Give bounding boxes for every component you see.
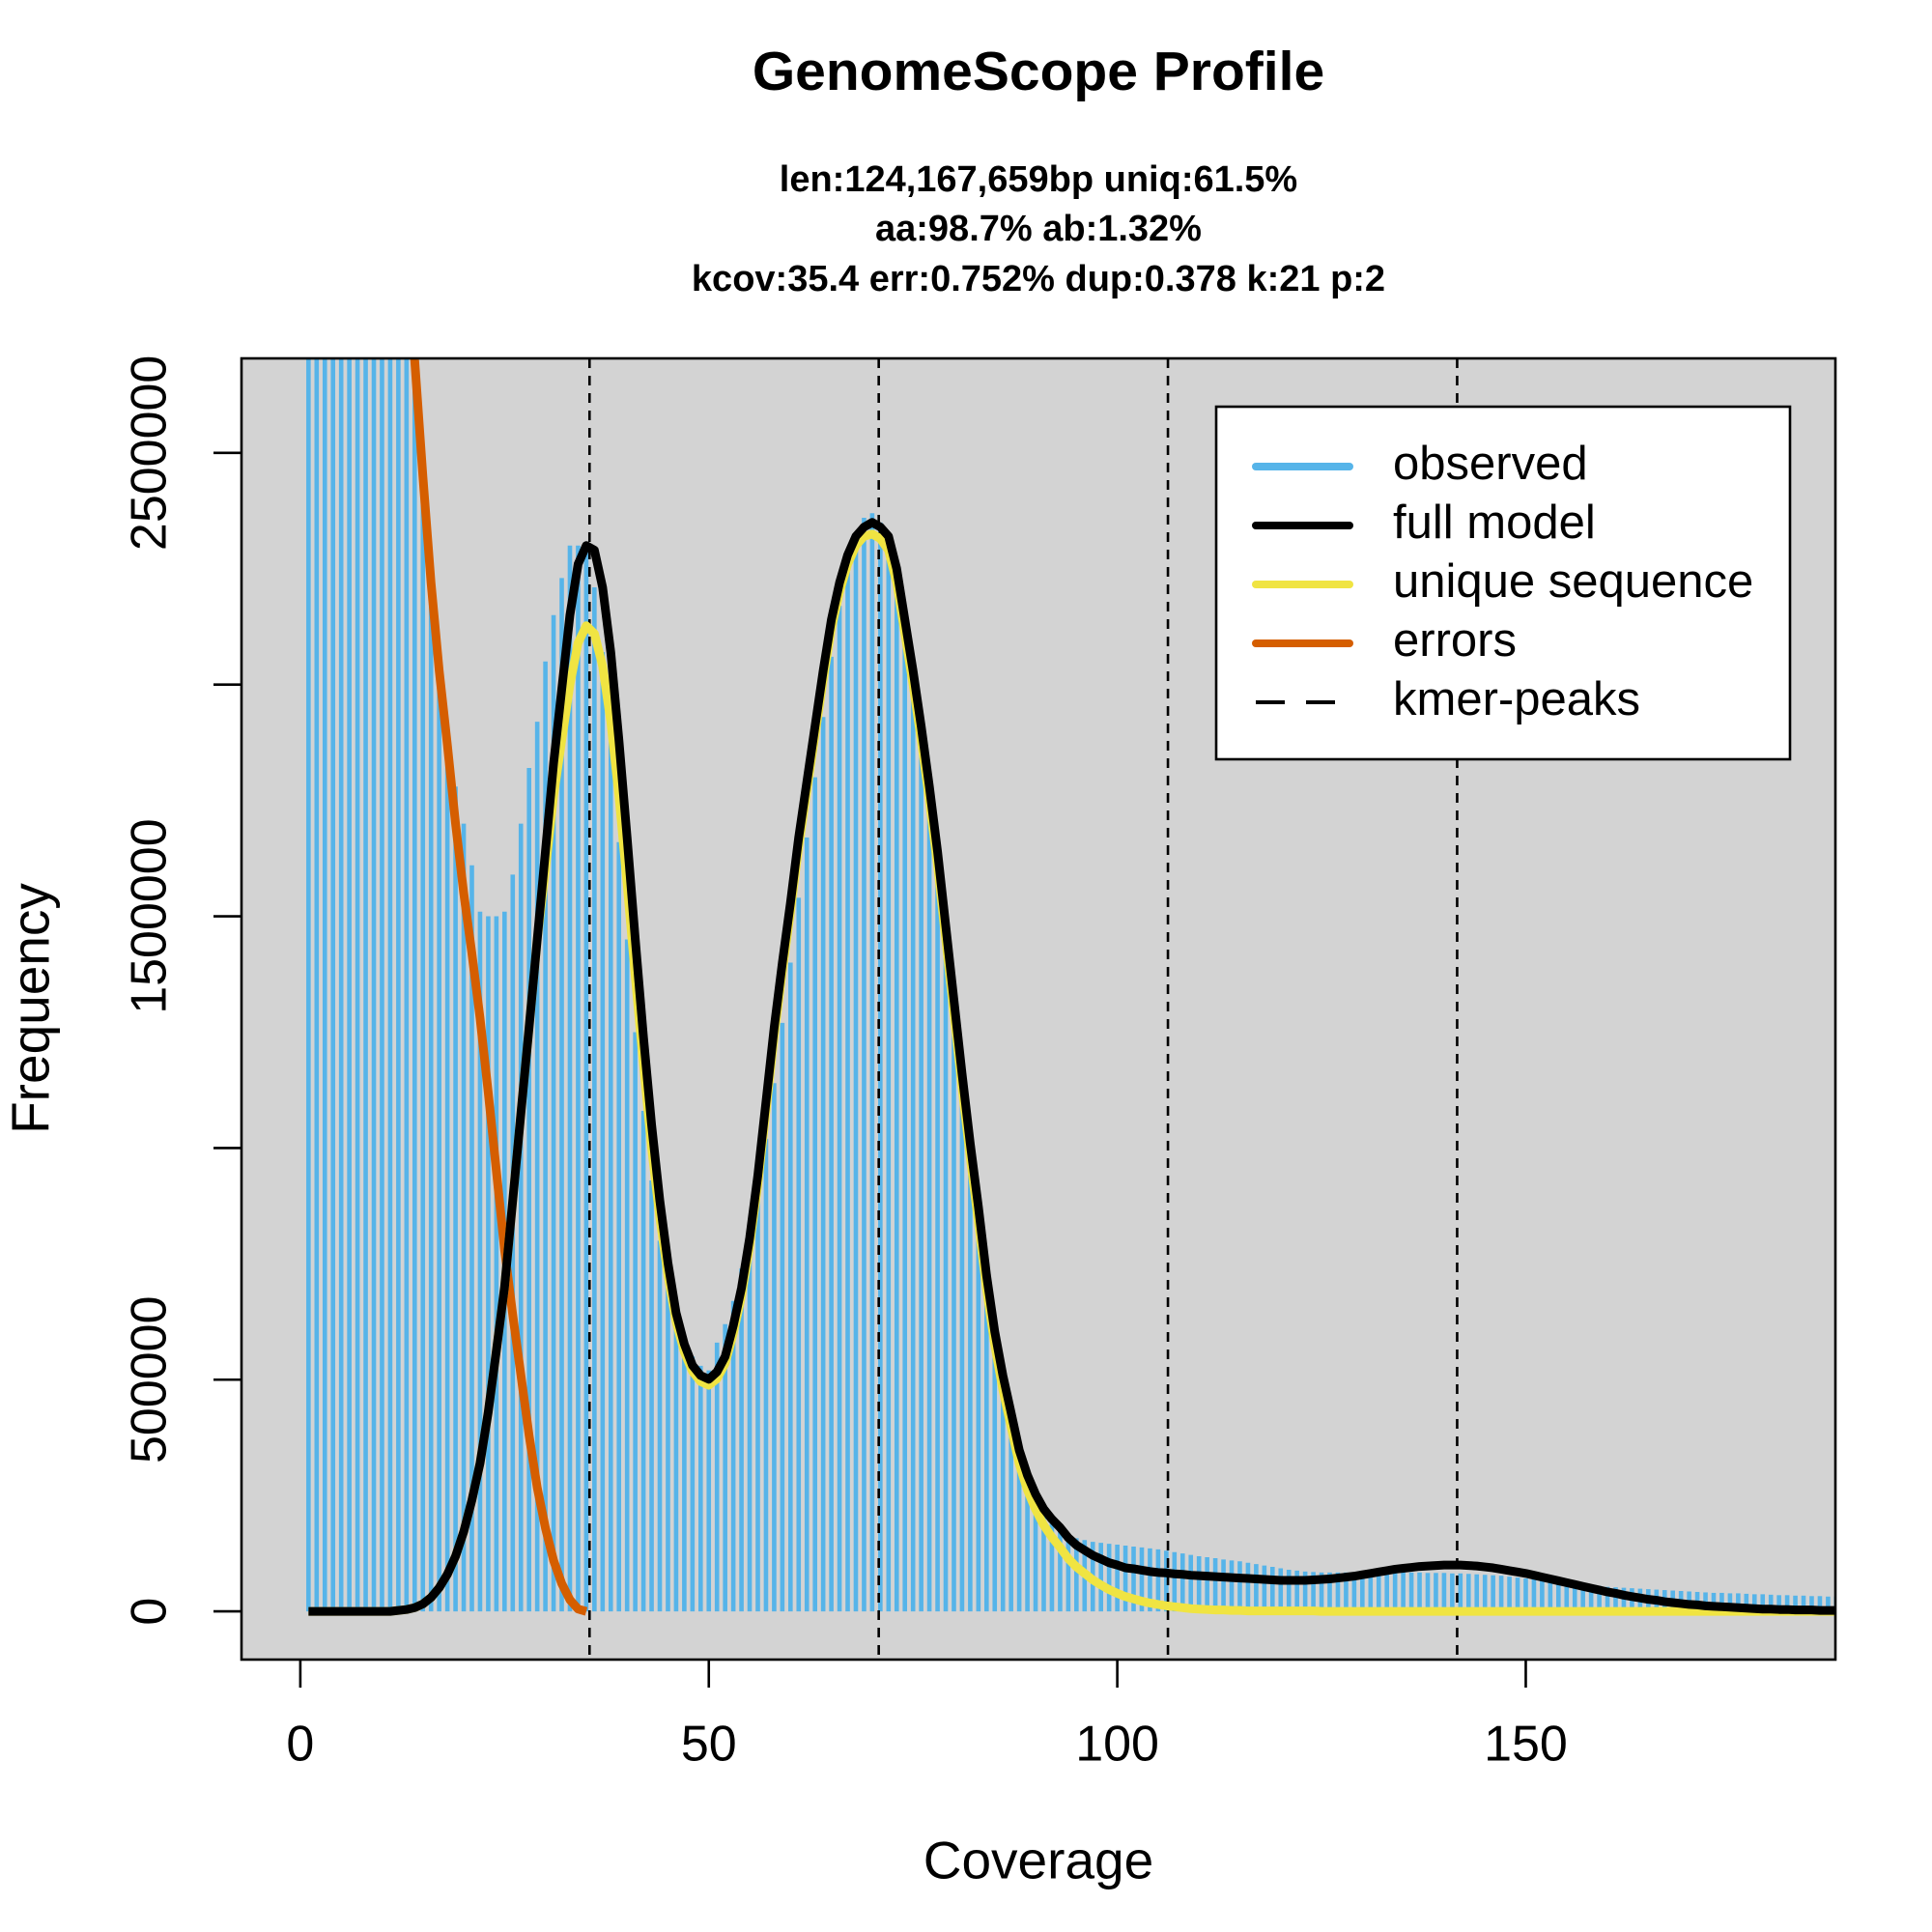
model-line [410, 358, 588, 1616]
y-tick-label: 1500000 [122, 818, 178, 1013]
plot-area [306, 358, 1835, 1660]
subtitle: aa:98.7% ab:1.32% [875, 209, 1202, 249]
legend-label: errors [1393, 614, 1517, 667]
y-tick-label: 500000 [122, 1295, 178, 1463]
y-axis-label: Frequency [1, 883, 61, 1134]
y-tick-label: 0 [122, 1598, 178, 1626]
plot-frame [240, 356, 1837, 1662]
y-tick-label: 2500000 [122, 355, 178, 551]
model-line [308, 529, 1835, 1616]
x-axis-label: Coverage [923, 1831, 1153, 1890]
chart-title: GenomeScope Profile [753, 41, 1324, 102]
subtitle: len:124,167,659bp uniq:61.5% [780, 159, 1297, 200]
legend-label: kmer-peaks [1393, 673, 1640, 725]
subtitle: kcov:35.4 err:0.752% dup:0.378 k:21 p:2 [692, 259, 1385, 299]
legend-label: observed [1393, 438, 1588, 490]
x-tick-label: 0 [286, 1717, 314, 1773]
x-tick-label: 50 [681, 1717, 737, 1773]
legend-label: unique sequence [1393, 555, 1753, 608]
legend-label: full model [1393, 497, 1596, 549]
model-line [308, 518, 1835, 1616]
x-tick-label: 150 [1484, 1717, 1568, 1773]
x-tick-label: 100 [1075, 1717, 1159, 1773]
